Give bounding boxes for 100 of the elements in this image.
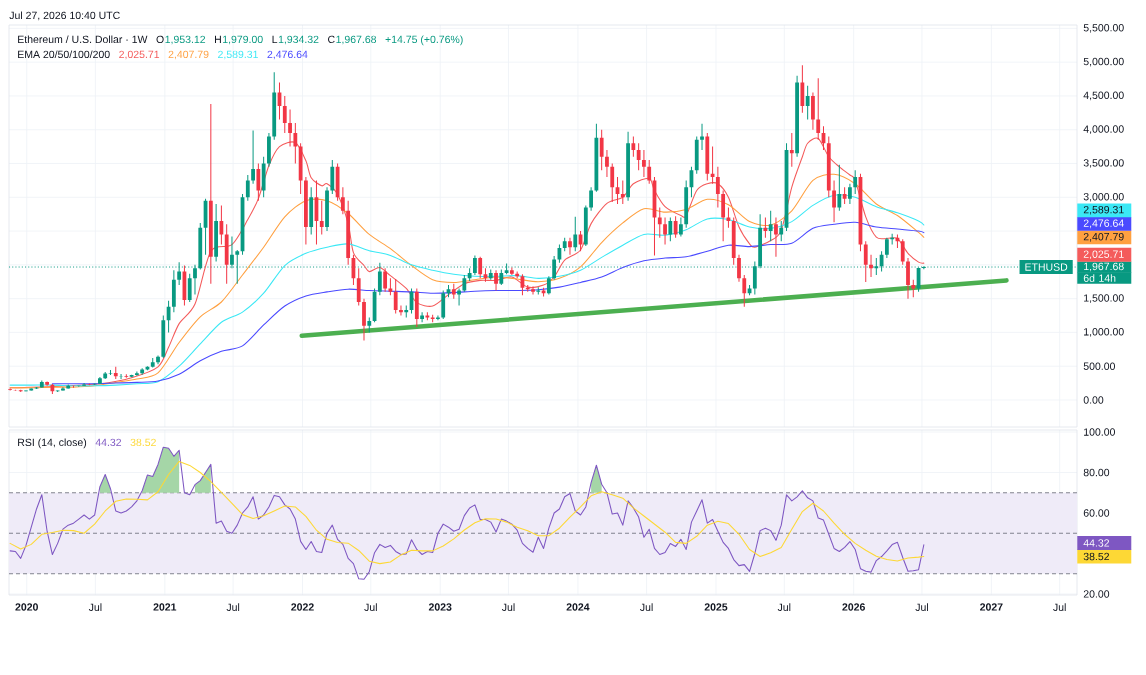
y-tick-label: 1,000.00: [1084, 328, 1124, 337]
candlestick: [425, 312, 430, 321]
candlestick: [156, 355, 160, 365]
candlestick: [884, 237, 889, 259]
candlestick: [583, 205, 588, 246]
annotation: 38.52: [130, 438, 156, 447]
y-tick-label: 3,500.00: [1083, 159, 1124, 168]
x-tick-label: Jul: [640, 603, 653, 611]
candlestick: [573, 216, 578, 252]
text: 1,967.68: [1084, 262, 1124, 272]
annotation: 2,025.71: [119, 50, 160, 60]
candlestick: [113, 366, 118, 380]
candlestick: [546, 276, 551, 295]
x-tick-label: Jul: [226, 603, 240, 611]
x-tick-label: 2021: [153, 603, 177, 611]
x-tick-label: 2024: [566, 603, 590, 611]
candlestick: [906, 258, 910, 299]
y-tick-label: 4,500.00: [1083, 91, 1124, 101]
y-tick-label: 0.00: [1083, 396, 1104, 404]
candlestick: [605, 149, 609, 178]
x-tick-label: Jul: [1053, 603, 1066, 611]
text: 44.32: [1083, 539, 1110, 547]
candlestick: [737, 254, 741, 282]
text: 38.52: [1083, 552, 1110, 561]
y-tick-label: 4,000.00: [1083, 125, 1124, 135]
candlestick: [710, 146, 715, 184]
candlestick: [325, 187, 329, 232]
candlestick: [768, 210, 773, 242]
candlestick: [848, 183, 852, 205]
text: 2,589.31: [1083, 205, 1124, 215]
candlestick: [214, 204, 219, 262]
text: RSI (14, close): [18, 438, 87, 449]
candlestick: [420, 312, 424, 323]
candlestick: [267, 133, 271, 167]
x-tick-label: 2027: [980, 603, 1003, 611]
text: 2,476.64: [1083, 219, 1124, 229]
candlestick: [187, 273, 192, 302]
candlestick: [161, 315, 166, 359]
candlestick: [50, 384, 55, 394]
text: 2,025.71: [1083, 250, 1124, 260]
candlestick: [800, 65, 805, 113]
candlestick: [82, 382, 86, 386]
candlestick: [811, 92, 815, 130]
candlestick: [219, 205, 224, 245]
candlestick: [816, 78, 821, 140]
x-tick-label: Jul: [777, 603, 791, 611]
candlestick: [642, 149, 646, 178]
candlestick: [98, 377, 102, 385]
candlestick: [87, 383, 92, 386]
candlestick: [29, 388, 34, 391]
candlestick: [853, 170, 858, 194]
annotation: +14.75 (+0.76%): [385, 35, 463, 46]
annotation: H: [215, 35, 221, 43]
candlestick: [726, 207, 731, 228]
candlestick: [261, 156, 266, 198]
annotation: 2,476.64: [267, 50, 308, 60]
candlestick: [388, 278, 393, 296]
candlestick: [340, 187, 345, 215]
candlestick: [789, 133, 794, 167]
candlestick: [304, 177, 308, 245]
candlestick: [589, 187, 594, 211]
y-tick-label: 20.00: [1083, 590, 1110, 598]
annotation: 44.32: [95, 438, 122, 447]
candlestick: [694, 136, 699, 174]
candlestick: [509, 267, 514, 275]
y-tick-label: 500.00: [1083, 362, 1115, 370]
candlestick: [488, 269, 493, 280]
candlestick: [356, 268, 361, 306]
candlestick: [198, 222, 203, 270]
candlestick: [457, 288, 461, 306]
candlestick: [451, 283, 456, 299]
candlestick: [494, 270, 498, 291]
annotation: 2,407.79: [168, 50, 209, 60]
annotation: C: [328, 35, 335, 44]
text: Ethereum / U.S. Dollar · 1W: [18, 35, 148, 44]
candlestick: [108, 369, 113, 375]
candlestick: [610, 163, 615, 203]
y-tick-label: 100.00: [1084, 428, 1115, 436]
x-tick-label: 2023: [428, 603, 452, 611]
candlestick: [684, 180, 689, 228]
candlestick: [863, 241, 868, 283]
y-tick-label: 5,000.00: [1083, 57, 1124, 67]
candlestick: [705, 133, 710, 181]
candlestick: [367, 317, 372, 333]
y-tick-label: 1,500.00: [1084, 294, 1124, 303]
candlestick: [362, 298, 366, 341]
annotation: 1,953.12: [165, 35, 206, 45]
candlestick: [124, 374, 129, 378]
candlestick: [319, 200, 324, 235]
candlestick: [61, 387, 65, 391]
candlestick: [140, 368, 145, 375]
candlestick: [251, 130, 255, 184]
candlestick: [657, 207, 662, 238]
candlestick: [45, 381, 50, 386]
candlestick: [293, 122, 298, 164]
candlestick: [721, 190, 726, 242]
candlestick: [478, 256, 483, 279]
candlestick: [599, 129, 604, 171]
candlestick: [832, 180, 836, 223]
candlestick: [150, 358, 155, 368]
